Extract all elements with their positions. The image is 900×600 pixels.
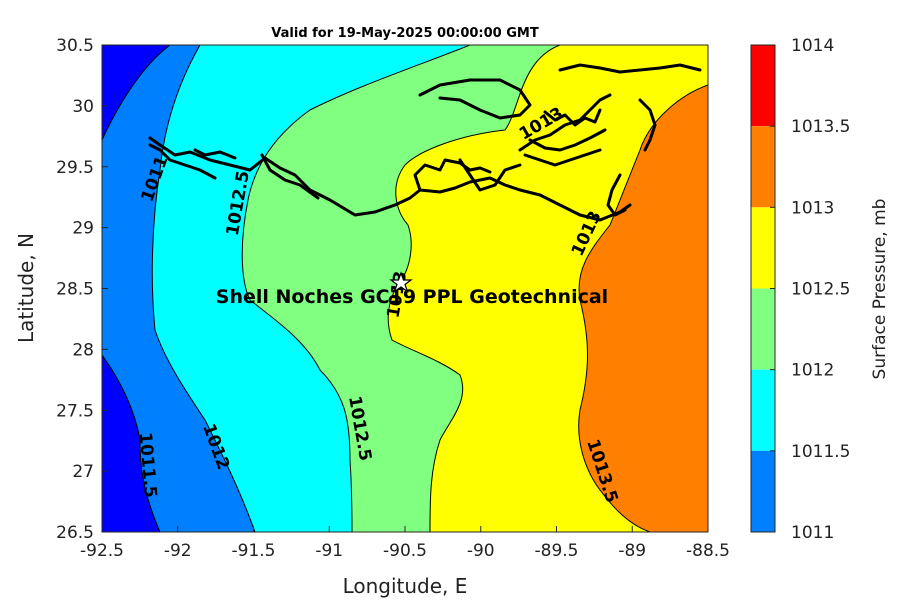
band-1010.5-1011 xyxy=(102,45,171,141)
colorbar: 1014 1013.5 1013 1012.5 1012 1011.5 1011 xyxy=(750,36,850,543)
colorbar-tick-label: 1011 xyxy=(791,523,834,543)
colorbar-label: Surface Pressure, mb xyxy=(870,199,890,380)
x-tick-label: -88.5 xyxy=(686,541,730,561)
site-star-icon xyxy=(389,271,413,294)
colorbar-band xyxy=(751,45,775,127)
y-tick-label: 26.5 xyxy=(56,523,94,543)
x-tick-label: -91 xyxy=(315,541,343,561)
x-tick-label: -92.5 xyxy=(80,541,124,561)
y-tick-label: 28 xyxy=(72,340,94,360)
x-tick-label: -90 xyxy=(467,541,495,561)
x-tick-label: -89 xyxy=(618,541,646,561)
colorbar-tick-label: 1011.5 xyxy=(791,442,850,462)
map-plot-area xyxy=(102,45,708,532)
x-tick-label: -89.5 xyxy=(535,541,579,561)
y-axis-label: Latitude, N xyxy=(14,233,38,343)
y-tick-label: 27.5 xyxy=(56,401,94,421)
y-tick-label: 29 xyxy=(72,219,94,239)
colorbar-tick-label: 1014 xyxy=(791,36,834,56)
site-annotation: Shell Noches GC19 PPL Geotechnical xyxy=(216,286,608,308)
y-tick-label: 30.5 xyxy=(56,36,94,56)
y-tick-label: 27 xyxy=(72,462,94,482)
y-axis: 30.5 30 29.5 29 28.5 28 27.5 27 26.5 xyxy=(56,36,108,543)
colorbar-tick-label: 1012.5 xyxy=(791,280,850,300)
colorbar-tick-label: 1012 xyxy=(791,361,834,381)
map-title: Valid for 19-May-2025 00:00:00 GMT xyxy=(271,26,539,41)
band-1010.5-1011-south xyxy=(102,354,161,532)
colorbar-band xyxy=(751,207,775,289)
x-axis: -92.5 -92 -91.5 -91 -90.5 -90 -89.5 -89 -88.5 xyxy=(80,526,730,561)
x-tick-label: -90.5 xyxy=(383,541,427,561)
colorbar-band xyxy=(751,126,775,208)
y-tick-label: 29.5 xyxy=(56,158,94,178)
x-tick-label: -91.5 xyxy=(232,541,276,561)
colorbar-band xyxy=(751,369,775,451)
colorbar-band xyxy=(751,450,775,532)
y-tick-label: 30 xyxy=(72,97,94,117)
coastline xyxy=(148,63,702,222)
band-1013-1013.5 xyxy=(578,45,708,532)
y-tick-label: 28.5 xyxy=(56,280,94,300)
x-axis-label: Longitude, E xyxy=(343,574,468,598)
x-tick-label: -92 xyxy=(164,541,192,561)
colorbar-tick-label: 1013 xyxy=(791,198,834,218)
colorbar-tick-label: 1013.5 xyxy=(791,117,850,137)
colorbar-band xyxy=(751,288,775,370)
